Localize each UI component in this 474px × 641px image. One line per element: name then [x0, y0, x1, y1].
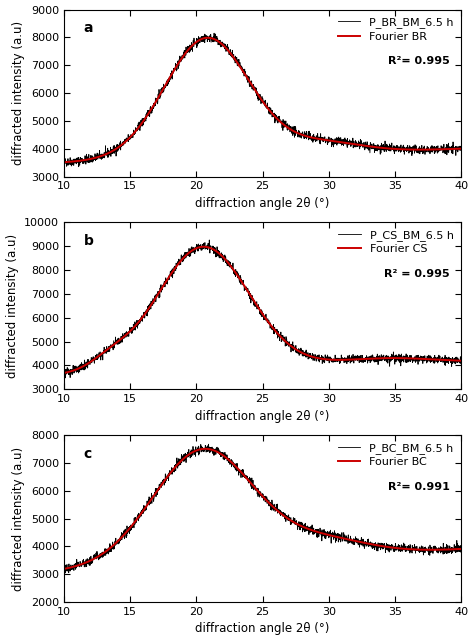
P_BC_BM_6.5 h — [62, 569, 68, 577]
P_BR_BM_6.5 h — [447, 146, 453, 154]
P_BR_BM_6.5 h — [458, 147, 464, 154]
Fourier CS — [82, 362, 87, 369]
Fourier CS — [374, 354, 380, 362]
Fourier CS — [255, 303, 260, 310]
P_BR_BM_6.5 h — [76, 163, 82, 171]
P_CS_BM_6.5 h — [82, 356, 87, 364]
Fourier BR — [244, 74, 250, 81]
X-axis label: diffraction angle 2θ (°): diffraction angle 2θ (°) — [195, 197, 330, 210]
P_CS_BM_6.5 h — [447, 356, 453, 363]
P_BC_BM_6.5 h — [458, 545, 464, 553]
Fourier BC — [374, 542, 380, 549]
P_CS_BM_6.5 h — [458, 357, 464, 365]
P_BC_BM_6.5 h — [244, 473, 250, 481]
Text: R² = 0.995: R² = 0.995 — [384, 269, 449, 279]
Legend: P_BC_BM_6.5 h, Fourier BC: P_BC_BM_6.5 h, Fourier BC — [334, 438, 458, 472]
X-axis label: diffraction angle 2θ (°): diffraction angle 2θ (°) — [195, 622, 330, 635]
Fourier BC — [458, 545, 464, 553]
Fourier CS — [201, 243, 206, 251]
Fourier BR — [447, 146, 453, 153]
P_CS_BM_6.5 h — [447, 356, 453, 364]
X-axis label: diffraction angle 2θ (°): diffraction angle 2θ (°) — [195, 410, 330, 422]
Fourier CS — [447, 356, 453, 364]
Line: Fourier BC: Fourier BC — [64, 449, 461, 569]
Text: b: b — [84, 234, 94, 248]
P_BC_BM_6.5 h — [447, 545, 453, 553]
Fourier BC — [447, 545, 453, 553]
Fourier BC — [82, 560, 87, 567]
Y-axis label: diffracted intensity (a.u): diffracted intensity (a.u) — [12, 21, 26, 165]
P_BC_BM_6.5 h — [206, 440, 211, 448]
Line: P_BC_BM_6.5 h: P_BC_BM_6.5 h — [64, 444, 461, 573]
Fourier BR — [458, 145, 464, 153]
Fourier BR — [447, 146, 453, 153]
Fourier CS — [244, 286, 250, 294]
Fourier BR — [61, 158, 67, 166]
P_CS_BM_6.5 h — [374, 350, 380, 358]
P_CS_BM_6.5 h — [62, 374, 68, 382]
Fourier BC — [255, 487, 260, 494]
Fourier BC — [447, 545, 453, 553]
Legend: P_BR_BM_6.5 h, Fourier BR: P_BR_BM_6.5 h, Fourier BR — [334, 13, 458, 46]
Fourier BR — [255, 90, 260, 97]
P_BC_BM_6.5 h — [447, 545, 453, 553]
P_CS_BM_6.5 h — [61, 371, 67, 379]
P_BR_BM_6.5 h — [82, 158, 87, 166]
P_BR_BM_6.5 h — [61, 157, 67, 165]
Text: a: a — [84, 21, 93, 35]
Fourier CS — [61, 369, 67, 377]
Fourier BR — [205, 34, 210, 42]
Line: Fourier BR: Fourier BR — [64, 38, 461, 162]
Fourier BR — [374, 144, 380, 151]
Fourier BC — [61, 565, 67, 573]
Fourier BC — [202, 445, 208, 453]
P_BR_BM_6.5 h — [244, 76, 250, 84]
P_BC_BM_6.5 h — [82, 562, 87, 570]
P_BR_BM_6.5 h — [211, 29, 217, 37]
P_BR_BM_6.5 h — [447, 145, 453, 153]
Y-axis label: diffracted intensity (a.u): diffracted intensity (a.u) — [12, 447, 26, 590]
P_CS_BM_6.5 h — [207, 236, 212, 244]
Fourier BC — [244, 475, 250, 483]
P_BR_BM_6.5 h — [374, 147, 380, 154]
Text: c: c — [84, 447, 92, 461]
Fourier BR — [82, 156, 87, 164]
Legend: P_CS_BM_6.5 h, Fourier CS: P_CS_BM_6.5 h, Fourier CS — [334, 226, 458, 259]
Line: P_CS_BM_6.5 h: P_CS_BM_6.5 h — [64, 240, 461, 378]
Fourier CS — [447, 356, 453, 364]
Text: R²= 0.991: R²= 0.991 — [388, 482, 449, 492]
P_CS_BM_6.5 h — [244, 288, 250, 296]
P_CS_BM_6.5 h — [255, 303, 260, 311]
Line: Fourier CS: Fourier CS — [64, 247, 461, 373]
Text: R²= 0.995: R²= 0.995 — [388, 56, 449, 66]
Fourier CS — [458, 357, 464, 365]
P_BC_BM_6.5 h — [374, 541, 380, 549]
P_BC_BM_6.5 h — [61, 565, 67, 572]
P_BC_BM_6.5 h — [255, 487, 260, 495]
Line: P_BR_BM_6.5 h: P_BR_BM_6.5 h — [64, 33, 461, 167]
P_BR_BM_6.5 h — [255, 91, 260, 99]
Y-axis label: diffracted intensity (a.u): diffracted intensity (a.u) — [6, 234, 18, 378]
